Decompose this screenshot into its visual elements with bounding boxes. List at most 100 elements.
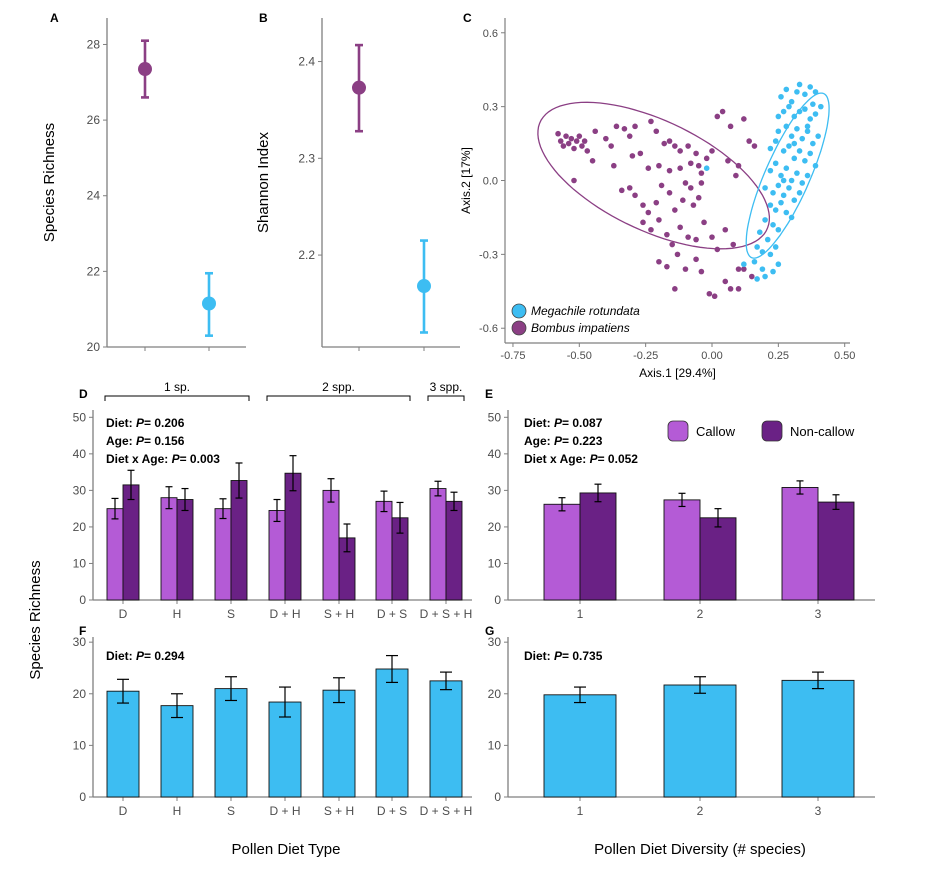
pollen-diet-diversity-label: Pollen Diet Diversity (# species) bbox=[594, 841, 806, 858]
ordination-point bbox=[733, 172, 739, 179]
ordination-point bbox=[640, 202, 646, 208]
panel-e-bar bbox=[579, 492, 617, 601]
ordination-point bbox=[799, 135, 806, 142]
ordination-point bbox=[579, 143, 585, 149]
ordination-point bbox=[746, 138, 752, 144]
ordination-point bbox=[573, 138, 580, 144]
diet-group-bracket bbox=[104, 395, 250, 401]
ordination-point bbox=[775, 226, 782, 233]
ordination-point bbox=[772, 244, 779, 250]
y-axis-title: Species Richness bbox=[41, 123, 58, 242]
ordination-point bbox=[698, 180, 705, 186]
ordination-point bbox=[653, 128, 660, 135]
panel-f-y-tick-label: 20 bbox=[73, 687, 87, 701]
ordination-point bbox=[672, 207, 678, 213]
ordination-point bbox=[788, 98, 795, 105]
ordination-point bbox=[703, 155, 710, 162]
confidence-ellipse bbox=[745, 92, 830, 259]
panel-f-y-tick-label: 10 bbox=[73, 738, 87, 752]
ordination-point bbox=[629, 153, 636, 159]
panel-d-bar bbox=[268, 510, 286, 601]
ordination-point bbox=[581, 138, 588, 144]
ordination-point bbox=[709, 234, 715, 240]
panel-letter-f: F bbox=[79, 624, 86, 638]
species-richness-shared-label: Species Richness bbox=[27, 560, 44, 679]
ordination-point bbox=[571, 145, 577, 152]
panel-a-y-tick-label: 24 bbox=[87, 189, 101, 203]
ordination-point bbox=[770, 222, 776, 228]
ordination-point bbox=[812, 111, 819, 117]
panel-g-bar bbox=[663, 684, 737, 798]
ordination-point bbox=[810, 140, 816, 147]
ordination-point bbox=[626, 185, 633, 191]
panel-d-stat-text: Diet x Age: P= 0.003 bbox=[106, 452, 220, 466]
panel-d-bar bbox=[429, 488, 447, 601]
age-legend-swatch bbox=[761, 420, 783, 442]
legend-swatch bbox=[511, 320, 527, 336]
panel-a-y-tick-label: 28 bbox=[87, 37, 101, 51]
panel-e-y-tick-label: 10 bbox=[488, 556, 502, 570]
ordination-point bbox=[754, 276, 760, 282]
panel-d-y-tick-label: 30 bbox=[73, 483, 87, 497]
ordination-point bbox=[592, 128, 599, 135]
ordination-point bbox=[735, 286, 742, 292]
ordination-point bbox=[693, 256, 699, 263]
panel-d-stat-text: Diet: P= 0.206 bbox=[106, 416, 185, 430]
panel-d-x-tick-label: D + S bbox=[377, 607, 407, 621]
panel-g-bar bbox=[781, 679, 855, 798]
ordination-point bbox=[807, 84, 813, 90]
ordination-point bbox=[695, 162, 702, 169]
ordination-point bbox=[778, 172, 784, 179]
panel-e-bar bbox=[543, 503, 581, 601]
panel-d-y-tick-label: 20 bbox=[73, 520, 87, 534]
ordination-point bbox=[565, 140, 572, 147]
ordination-point bbox=[666, 190, 673, 196]
ordination-point bbox=[786, 143, 792, 149]
panel-g: G 0 10 20 30 1 2 3 Diet: P= 0.735 bbox=[485, 624, 875, 818]
ordination-point bbox=[725, 158, 731, 164]
pollen-diet-type-label: Pollen Diet Type bbox=[232, 841, 341, 858]
panel-d-y-tick-label: 0 bbox=[79, 593, 86, 607]
panel-d-bar bbox=[375, 500, 393, 601]
panel-f-bar bbox=[268, 701, 302, 798]
ordination-point bbox=[722, 226, 729, 233]
ordination-point bbox=[727, 123, 734, 130]
legend-label: Bombus impatiens bbox=[531, 321, 630, 335]
ordination-point bbox=[775, 261, 782, 268]
panel-d-bar bbox=[106, 508, 124, 601]
ordination-point bbox=[794, 125, 800, 132]
panel-d-x-tick-label: S bbox=[227, 607, 235, 621]
ordination-point bbox=[656, 162, 662, 169]
ordination-point bbox=[719, 108, 726, 115]
ordination-point bbox=[711, 293, 718, 300]
ordination-point bbox=[560, 143, 567, 149]
ordination-point bbox=[762, 217, 768, 223]
ordination-point bbox=[783, 209, 790, 216]
ordination-point bbox=[648, 118, 654, 125]
panel-d-bar bbox=[176, 499, 194, 601]
ordination-point bbox=[666, 138, 673, 144]
ordination-point bbox=[741, 261, 747, 268]
diet-group-bracket bbox=[266, 395, 411, 401]
panel-e-bar bbox=[781, 487, 819, 601]
panel-letter-c: C bbox=[463, 11, 472, 25]
panel-d-x-tick-label: D + S + H bbox=[420, 607, 473, 621]
ordination-point bbox=[669, 241, 675, 248]
mean-point bbox=[417, 279, 431, 294]
ordination-point bbox=[703, 165, 710, 171]
panel-c-x-tick-label: 0.50 bbox=[834, 350, 855, 362]
ordination-point bbox=[709, 148, 715, 154]
ordination-point bbox=[791, 140, 798, 147]
ordination-point bbox=[693, 150, 699, 157]
ordination-point bbox=[786, 185, 792, 191]
panel-f-stat-text: Diet: P= 0.294 bbox=[106, 649, 185, 663]
ordination-point bbox=[677, 148, 683, 154]
panel-a-y-tick-label: 26 bbox=[87, 113, 101, 127]
ordination-point bbox=[661, 140, 668, 147]
ordination-point bbox=[682, 266, 689, 272]
panel-letter-d: D bbox=[79, 387, 88, 401]
panel-e-stat-text: Diet x Age: P= 0.052 bbox=[524, 452, 638, 466]
ordination-point bbox=[685, 234, 691, 240]
ordination-point bbox=[727, 286, 734, 292]
panel-e: E 0 10 20 30 40 50 1 2 3 Diet: P= 0.087 Age: P= 0.2… bbox=[485, 387, 875, 621]
